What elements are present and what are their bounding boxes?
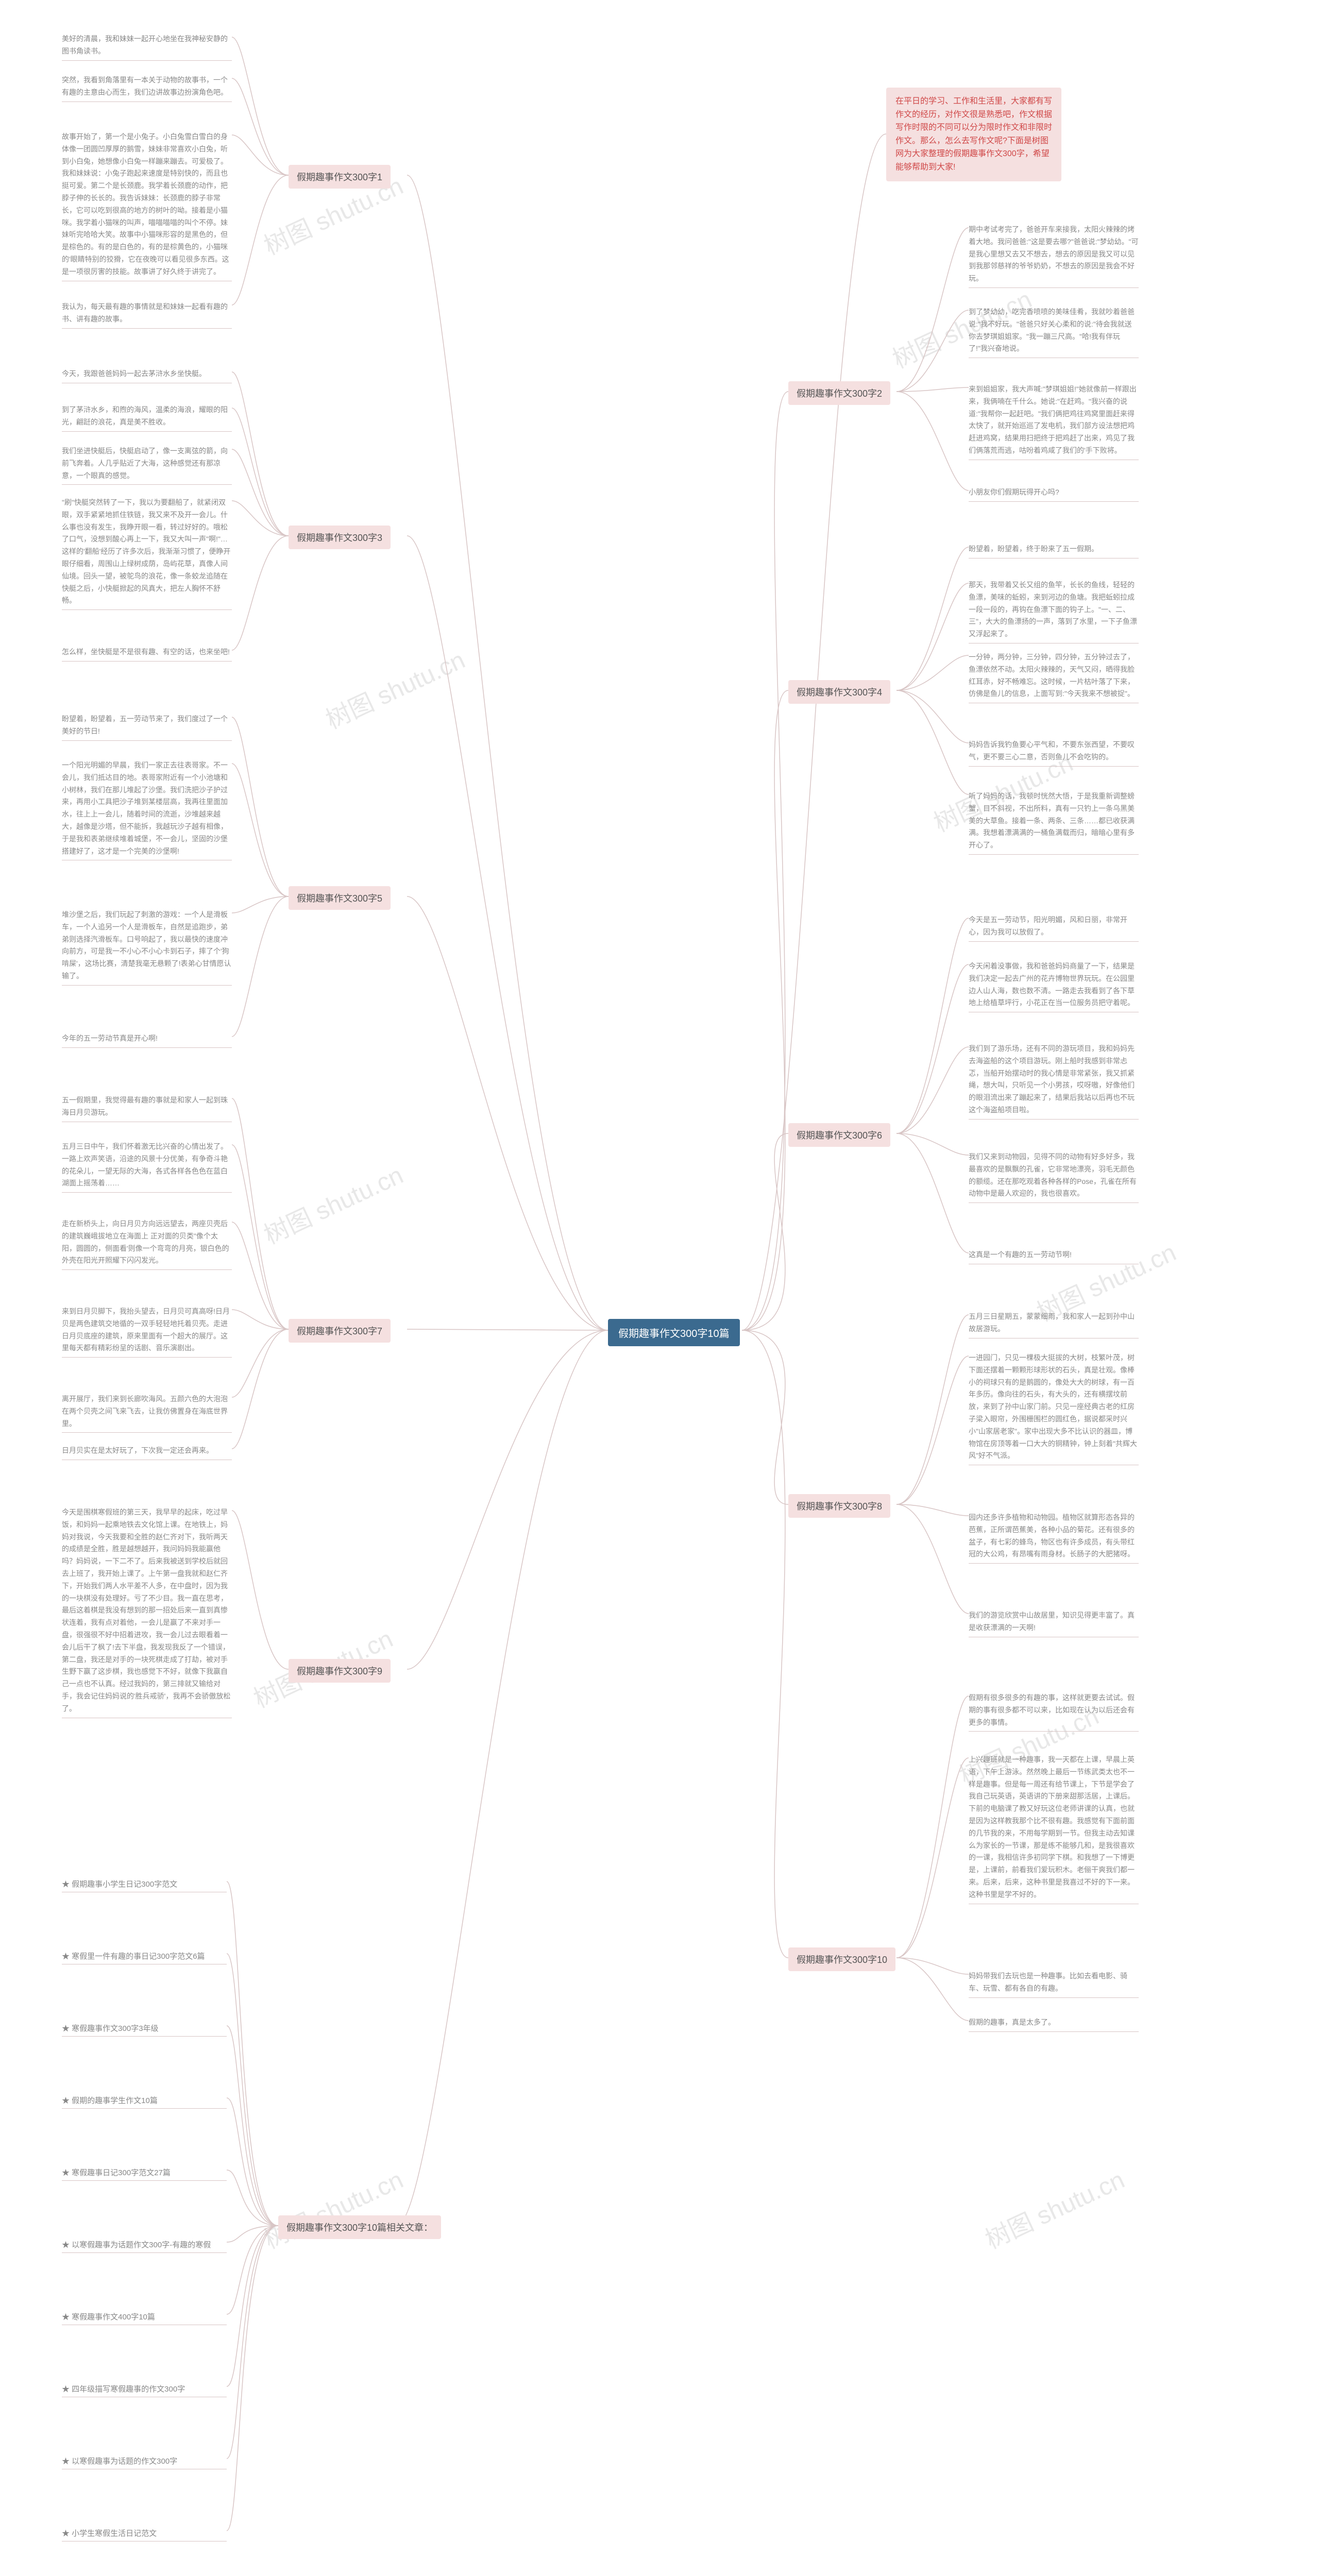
leaf-text: 一分钟，两分钟，三分钟，四分钟，五分钟过去了，鱼漂依然不动。太阳火辣辣的，天气又… [969, 649, 1139, 702]
leaf-text: 上兴趣班就是一种趣事，我一天都在上课，早晨上英语，下午上游泳。然然晚上最后一节练… [969, 1752, 1139, 1903]
leaf-text: 我们到了游乐场，还有不同的游玩项目，我和妈妈先去海盗船的这个项目游玩。刚上船时我… [969, 1041, 1139, 1118]
related-link[interactable]: ★ 以寒假趣事为话题的作文300字 [62, 2452, 227, 2469]
related-link[interactable]: ★ 寒假趣事日记300字范文27篇 [62, 2164, 227, 2181]
leaf-text: "刷"快艇突然转了一下，我以为要翻船了，就紧闭双眼，双手紧紧地抓住铁链，我又来不… [62, 495, 232, 609]
leaf-text: 今天闲着没事做，我和爸爸妈妈商量了一下，结果是我们决定一起去广州的花卉博物世界玩… [969, 958, 1139, 1011]
leaf-text: 园内还多许多植物和动物园。植物区就算形态各异的芭蕉，正所谓芭蕉美，各种小品的菊花… [969, 1510, 1139, 1563]
leaf-text: 我们的游览欣赏中山故居里，知识见得更丰富了。真是收获漂满的一天啊! [969, 1607, 1139, 1636]
branch-node: 假期趣事作文300字2 [788, 381, 890, 405]
branch-node: 假期趣事作文300字8 [788, 1494, 890, 1518]
leaf-text: 小朋友你们假期玩得开心吗? [969, 484, 1139, 501]
leaf-text: 走在新桥头上，向日月贝方向远远望去，两座贝壳后的建筑巍峨拔地立在海面上 正对面的… [62, 1216, 232, 1269]
leaf-text: 假期的趣事，真是太多了。 [969, 2014, 1139, 2031]
leaf-text: 盼望着，盼望着，终于盼来了五一假期。 [969, 541, 1139, 557]
leaf-text: 五月三日中午，我们怀着激无比兴奋的心情出发了。一路上欢声笑语，沿途的风景十分优美… [62, 1139, 232, 1192]
branch-node: 假期趣事作文300字10 [788, 1947, 895, 1971]
leaf-text: 今年的五一劳动节真是开心啊! [62, 1030, 232, 1047]
leaf-text: 盼望着，盼望着，五一劳动节来了，我们度过了一个美好的节日! [62, 711, 232, 740]
watermark: 树图 shutu.cn [978, 2160, 1129, 2256]
leaf-text: 期中考试考完了，爸爸开车来接我，太阳火辣辣的烤着大地。我问爸爸:"这是要去哪?"… [969, 222, 1139, 287]
leaf-text: 堆沙堡之后，我们玩起了刺激的游戏：一个人是滑板车，一个人追另一个人是滑板车，自然… [62, 907, 232, 985]
watermark: 树图 shutu.cn [257, 1155, 408, 1251]
leaf-text: 怎么样，坐快艇是不是很有趣、有空的话，也来坐吧! [62, 644, 232, 660]
leaf-text: 一个阳光明媚的早晨，我们一家正去往表哥家。不一会儿，我们抵达目的地。表哥家附近有… [62, 757, 232, 859]
leaf-text: 到了茅浒水乡，和煦的海风，温柔的海浪，耀眼的阳光，翩跹的浪花，真是美不胜收。 [62, 402, 232, 431]
leaf-text: 那天，我带着又长又组的鱼竿，长长的鱼线，轻轻的鱼漂，美味的蚯蚓，来到河边的鱼塘。… [969, 577, 1139, 642]
related-link[interactable]: ★ 以寒假趣事为话题作文300字-有趣的寒假 [62, 2236, 227, 2253]
related-link[interactable]: ★ 寒假趣事作文300字3年级 [62, 2020, 227, 2037]
branch-node: 假期趣事作文300字7 [289, 1319, 391, 1343]
branch-node: 假期趣事作文300字3 [289, 526, 391, 549]
related-link[interactable]: ★ 寒假里一件有趣的事日记300字范文6篇 [62, 1947, 227, 1964]
related-link[interactable]: ★ 寒假趣事作文400字10篇 [62, 2308, 227, 2325]
leaf-text: 一进园门，只见一棵极大挺拔的大树，枝繁叶茂，树下面还摆着一颗颗形球形状的石头，真… [969, 1350, 1139, 1464]
leaf-text: 到了梦幼幼，吃完香喷喷的美味佳肴，我就吵着爸爸说:"我不好玩。"爸爸只好关心柔和… [969, 304, 1139, 357]
leaf-text: 日月贝实在是太好玩了，下次我一定还会再来。 [62, 1443, 232, 1459]
leaf-text: 妈妈告诉我钓鱼要心平气和，不要东张西望，不要叹气，更不要三心二意，否则鱼儿不会吃… [969, 737, 1139, 766]
leaf-text: 这真是一个有趣的五一劳动节啊! [969, 1247, 1139, 1263]
leaf-text: 今天是五一劳动节，阳光明媚，风和日丽，非常开心，因为我可以放假了。 [969, 912, 1139, 941]
leaf-text: 故事开始了，第一个是小兔子。小白兔雪白雪白的身体像一团圆凹厚厚的鹅雪，妹妹非常喜… [62, 129, 232, 280]
leaf-text: 来到日月贝脚下，我抬头望去，日月贝可真高呀!日月贝是两色建筑交地循的一双手轻轻地… [62, 1303, 232, 1357]
leaf-text: 我们又来到动物园，见得不同的动物有好多好多，我最喜欢的是飘飘的孔雀，它非常地漂亮… [969, 1149, 1139, 1202]
leaf-text: 突然，我看到角落里有一本关于动物的故事书，一个有趣的主意由心而生，我们边讲故事边… [62, 72, 232, 101]
intro-text: 在平日的学习、工作和生活里，大家都有写作文的经历，对作文很是熟悉吧，作文根据写作… [886, 88, 1061, 181]
leaf-text: 听了妈妈的话，我顿时恍然大悟，于是我重新调整螃蟹，目不斜视，不出所料，真有一只钓… [969, 788, 1139, 854]
leaf-text: 假期有很多很多的有趣的事，这样就更要去试试。假期的事有很多都不可以来，比如现在认… [969, 1690, 1139, 1731]
leaf-text: 我认为，每天最有趣的事情就是和妹妹一起看有趣的书、讲有趣的故事。 [62, 299, 232, 328]
related-link[interactable]: ★ 四年级描写寒假趣事的作文300字 [62, 2380, 227, 2397]
branch-node: 假期趣事作文300字9 [289, 1659, 391, 1683]
related-link[interactable]: ★ 小学生寒假生活日记范文 [62, 2524, 227, 2541]
leaf-text: 五一假期里，我觉得最有趣的事就是和家人一起到珠海日月贝游玩。 [62, 1092, 232, 1121]
leaf-text: 今天，我跟爸爸妈妈一起去茅浒水乡坐快艇。 [62, 366, 232, 382]
leaf-text: 五月三日星期五，蒙蒙细雨，我和家人一起到孙中山故居游玩。 [969, 1309, 1139, 1337]
branch-node: 假期趣事作文300字4 [788, 680, 890, 704]
watermark: 树图 shutu.cn [257, 2160, 408, 2256]
branch-node: 假期趣事作文300字10篇相关文章： [278, 2215, 441, 2239]
related-link[interactable]: ★ 假期的趣事学生作文10篇 [62, 2092, 227, 2109]
center-topic: 假期趣事作文300字10篇 [608, 1319, 740, 1346]
watermark: 树图 shutu.cn [319, 640, 470, 736]
branch-node: 假期趣事作文300字5 [289, 886, 391, 910]
related-link[interactable]: ★ 假期趣事小学生日记300字范文 [62, 1875, 227, 1892]
leaf-text: 离开展厅，我们来到长廊吹海风。五颜六色的大泡泡在两个贝壳之间飞来飞去，让我仿佛置… [62, 1391, 232, 1432]
leaf-text: 今天是围棋寒假班的第三天，我早早的起床，吃过早饭，和妈妈一起乘地铁去文化馆上课。… [62, 1504, 232, 1717]
leaf-text: 妈妈带我们去玩也是一种趣事。比如去看电影、骑车、玩雪、都有各自的有趣。 [969, 1968, 1139, 1997]
branch-node: 假期趣事作文300字6 [788, 1123, 890, 1147]
branch-node: 假期趣事作文300字1 [289, 165, 391, 189]
leaf-text: 美好的清晨，我和妹妹一起开心地坐在我神秘安静的图书角读书。 [62, 31, 232, 60]
leaf-text: 来到姐姐家，我大声喊:"梦琪姐姐!"她就像前一样跟出来，我俩喃在千什么。她说:"… [969, 381, 1139, 459]
leaf-text: 我们坐进快艇后，快艇启动了，像一支离弦的箭，向前飞奔着。人几乎贴近了大海，这种感… [62, 443, 232, 484]
